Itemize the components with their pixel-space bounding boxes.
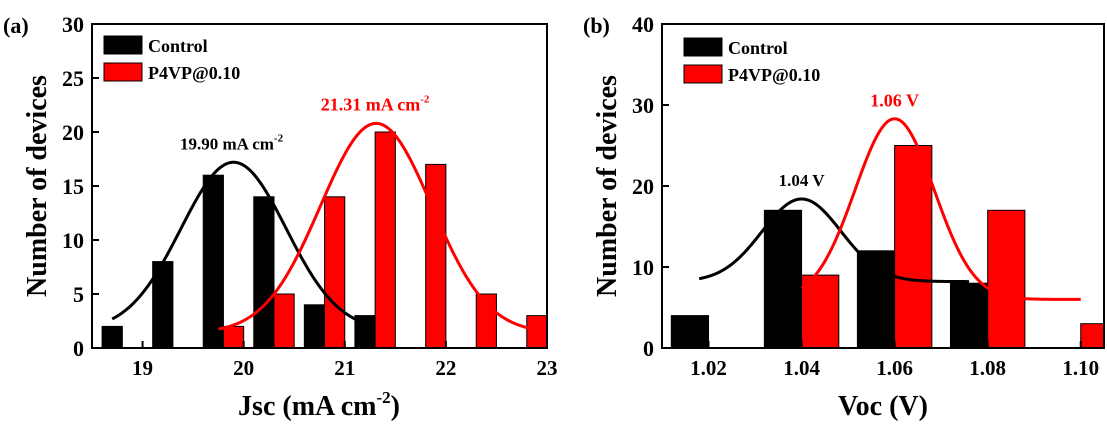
y-ticks: 0 5 10 15 20 25 30 xyxy=(62,12,99,361)
bar xyxy=(425,163,447,348)
bar xyxy=(222,325,245,348)
y-tick-label: 30 xyxy=(62,12,84,37)
x-tick-label: 23 xyxy=(537,356,558,380)
y-tick-label: 0 xyxy=(643,336,654,361)
x-tick-label: 19 xyxy=(132,356,153,380)
legend-swatch xyxy=(683,37,723,57)
annotation-text: 21.31 mA cm xyxy=(321,94,420,114)
bar xyxy=(1080,323,1104,348)
x-tick-label: 22 xyxy=(435,356,456,380)
bars-group xyxy=(101,131,547,348)
legend-swatch xyxy=(683,64,723,84)
bars-group xyxy=(670,145,1104,348)
bar xyxy=(374,131,396,348)
fit-curve xyxy=(111,160,366,325)
x-axis-label-sup: -2 xyxy=(376,388,390,407)
annotations: 19.90 mA cm-221.31 mA cm-2 xyxy=(180,93,430,153)
x-ticks: 1.02 1.04 1.06 1.08 1.10 xyxy=(690,341,1099,380)
bar xyxy=(949,282,989,348)
y-tick-label: 0 xyxy=(73,336,84,361)
x-tick-label: 1.08 xyxy=(969,356,1006,380)
y-tick-label: 10 xyxy=(62,228,84,253)
annotation-sup: -2 xyxy=(274,132,284,144)
x-tick-label: 1.04 xyxy=(783,356,820,380)
annotation-text: 19.90 mA cm xyxy=(180,134,274,153)
fit-curve xyxy=(698,197,970,284)
x-axis-label: Voc (V) xyxy=(838,391,928,422)
panel-b: (b) 1.04 V 1.06 V 1.02 1.04 1.06 1.08 1.10 0 1… xyxy=(583,12,1105,422)
y-ticks: 0 10 20 30 40 xyxy=(632,12,669,361)
x-tick-label: 21 xyxy=(334,356,355,380)
peak-annotation: 1.04 V xyxy=(779,171,826,190)
legend-label: P4VP@0.10 xyxy=(148,63,240,83)
y-tick-label: 40 xyxy=(632,12,654,37)
y-tick-label: 30 xyxy=(632,93,654,118)
x-tick-label: 20 xyxy=(233,356,254,380)
bar xyxy=(253,196,275,348)
bar xyxy=(670,315,710,348)
x-tick-label: 1.06 xyxy=(876,356,913,380)
fit-curve xyxy=(218,121,538,332)
x-tick-label: 1.10 xyxy=(1062,356,1099,380)
legend-label: Control xyxy=(148,36,208,56)
x-ticks: 19 20 21 22 23 xyxy=(132,341,558,380)
bar xyxy=(763,209,803,348)
annotation-text: 1.06 V xyxy=(870,91,919,111)
x-axis-label-text: Jsc (mA cm xyxy=(238,391,376,422)
peak-annotation: 19.90 mA cm-2 xyxy=(180,132,284,153)
legend: Control P4VP@0.10 xyxy=(683,37,820,85)
bar xyxy=(801,274,840,348)
x-axis-label: Jsc (mA cm-2) xyxy=(238,388,400,422)
legend-swatch xyxy=(103,62,143,82)
bar xyxy=(273,293,295,348)
y-tick-label: 10 xyxy=(632,255,654,280)
peak-annotation: 1.06 V xyxy=(870,91,919,111)
fit-curves xyxy=(698,117,1081,301)
bar xyxy=(894,145,933,348)
bar xyxy=(324,196,346,348)
panel-a: (a) 19.90 mA cm-221.31 mA cm-2 19 20 21 22 2… xyxy=(3,12,558,422)
bar xyxy=(101,325,123,348)
legend-label: Control xyxy=(728,38,788,58)
bar xyxy=(202,174,224,348)
y-tick-label: 15 xyxy=(62,174,84,199)
bar xyxy=(526,315,547,348)
legend-label: P4VP@0.10 xyxy=(728,65,820,85)
peak-annotation: 21.31 mA cm-2 xyxy=(321,93,430,114)
annotation-text: 1.04 V xyxy=(779,171,826,190)
legend: Control P4VP@0.10 xyxy=(103,35,240,83)
fit-curve xyxy=(800,117,1081,301)
x-axis-label-close: ) xyxy=(391,391,400,422)
fit-curves xyxy=(111,121,538,332)
x-tick-label: 1.02 xyxy=(690,356,727,380)
y-tick-label: 20 xyxy=(632,174,654,199)
annotations: 1.04 V 1.06 V xyxy=(779,91,919,190)
bar xyxy=(856,250,896,348)
y-tick-label: 20 xyxy=(62,120,84,145)
y-axis-label: Number of devices xyxy=(592,75,623,297)
bar xyxy=(987,209,1026,348)
legend-swatch xyxy=(103,35,143,55)
y-tick-label: 5 xyxy=(73,282,84,307)
y-tick-label: 25 xyxy=(62,66,84,91)
panel-label: (a) xyxy=(3,13,29,38)
bar xyxy=(303,304,326,348)
annotation-sup: -2 xyxy=(420,93,430,105)
panel-label: (b) xyxy=(583,13,610,38)
y-axis-label: Number of devices xyxy=(22,75,53,297)
